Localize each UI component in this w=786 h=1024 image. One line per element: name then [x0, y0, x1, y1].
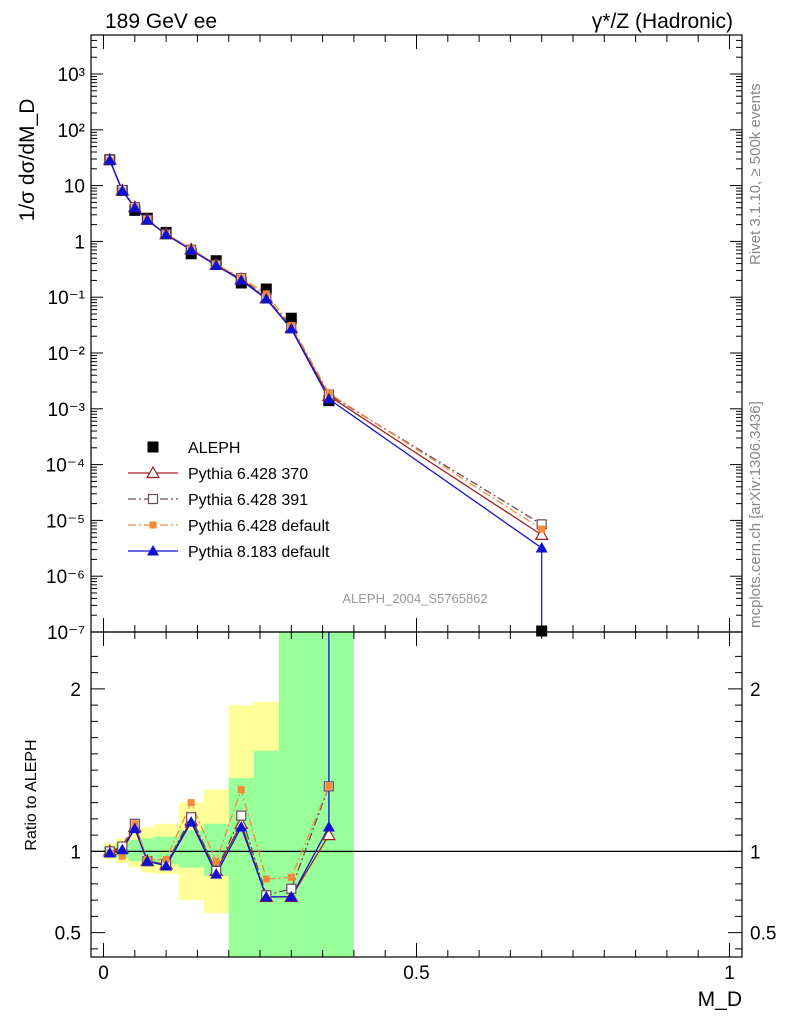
- point-data: [285, 312, 297, 324]
- ratio-frame: [90, 631, 743, 958]
- point-p8: [322, 392, 335, 404]
- ratio-point-p8: [103, 847, 116, 858]
- ratio-point-p8: [322, 821, 335, 832]
- main-frame: [90, 34, 743, 633]
- axes: 10⁻⁷10⁻⁶10⁻⁵10⁻⁴10⁻³10⁻²10⁻¹11010²10³1/σ…: [16, 34, 776, 1011]
- point-pdef: [538, 525, 546, 533]
- series-line-p391: [109, 159, 543, 525]
- ratio-plot-marks: [91, 632, 742, 902]
- header-right-label: γ*/Z (Hadronic): [592, 10, 733, 33]
- legend-label-data: ALEPH: [188, 440, 240, 457]
- point-data: [260, 283, 272, 295]
- point-p8: [535, 542, 548, 553]
- y-tick-label: 10⁻⁵: [46, 511, 85, 532]
- x-tick-label: 0: [98, 963, 109, 984]
- ratio-y-axis-label: Ratio to ALEPH: [23, 739, 40, 850]
- analysis-watermark: ALEPH_2004_S5765862: [342, 591, 487, 606]
- ratio-point-p391: [236, 810, 247, 821]
- y-tick-label: 10⁻³: [48, 400, 86, 421]
- y-tick-label: 10⁻⁷: [47, 623, 85, 644]
- x-tick-label: 1: [724, 963, 735, 984]
- ratio-point-p8: [235, 821, 248, 832]
- ratio-y-tick-label: 2: [70, 680, 81, 701]
- ratio-point-pdef: [237, 786, 245, 794]
- ratio-band-inner: [278, 632, 304, 957]
- ratio-band-inner: [228, 778, 254, 957]
- point-p8: [128, 201, 141, 213]
- ratio-point-pdef: [325, 782, 333, 790]
- point-p8: [210, 259, 223, 270]
- ratio-point-pdef: [118, 852, 126, 860]
- y-tick-label: 10²: [58, 121, 85, 142]
- ratio-uncertainty-bands: [103, 632, 354, 957]
- legend-marker-p8: [147, 545, 159, 556]
- y-tick-label: 10³: [58, 65, 85, 86]
- y-tick-label: 10⁻⁴: [46, 456, 85, 477]
- legend-label-p370: Pythia 6.428 370: [188, 466, 308, 483]
- main-y-axis-label: 1/σ dσ/dM_D: [16, 99, 39, 222]
- ratio-point-pdef: [262, 875, 270, 883]
- x-axis-label: M_D: [698, 988, 742, 1011]
- legend-marker-p370: [145, 465, 161, 479]
- series-line-p8: [109, 159, 543, 549]
- y-tick-label: 10⁻¹: [48, 288, 86, 309]
- ratio-point-p8: [128, 822, 141, 834]
- main-plot-marks: [102, 152, 549, 637]
- y-tick-label: 1: [74, 232, 85, 253]
- legend-marker-pdef: [149, 521, 157, 529]
- point-p8: [141, 214, 154, 225]
- ratio-point-pdef: [162, 856, 170, 863]
- point-p8: [185, 244, 198, 255]
- ratio-y-tick-label: 1: [70, 842, 81, 863]
- mcplots-label: mcplots.cern.ch [arXiv:1306.3436]: [747, 401, 764, 628]
- ratio-band-inner: [253, 750, 279, 957]
- point-p8: [116, 184, 129, 196]
- legend-marker-data: [147, 441, 159, 453]
- point-p370: [534, 527, 549, 540]
- ratio-y-tick-label-right: 1: [750, 842, 761, 863]
- series-line-pdef: [109, 160, 543, 530]
- ratio-point-p8: [141, 855, 154, 866]
- series-line-p370: [109, 159, 543, 536]
- ratio-point-pdef: [187, 799, 195, 807]
- rivet-version-label: Rivet 3.1.10, ≥ 500k events: [747, 83, 764, 265]
- point-p8: [103, 154, 116, 165]
- point-p8: [160, 228, 173, 240]
- y-tick-label: 10: [64, 177, 85, 198]
- legend: ALEPH Pythia 6.428 370 Pythia 6.428 391 Pyt…: [128, 440, 330, 561]
- ratio-point-pdef: [212, 857, 220, 865]
- ratio-point-p8: [160, 860, 173, 871]
- ratio-point-p8: [260, 890, 273, 902]
- point-p8: [285, 322, 298, 334]
- ratio-y-tick-label: 0.5: [55, 924, 81, 945]
- legend-label-p391: Pythia 6.428 391: [188, 492, 308, 509]
- ratio-point-p8: [185, 816, 198, 827]
- ratio-point-p8: [285, 890, 298, 902]
- legend-marker-p391: [147, 493, 159, 505]
- y-tick-label: 10⁻²: [48, 344, 86, 365]
- ratio-band-inner: [128, 840, 142, 862]
- header-left-label: 189 GeV ee: [105, 10, 217, 33]
- ratio-y-tick-label-right: 0.5: [750, 924, 776, 945]
- ratio-point-p8: [210, 868, 223, 879]
- point-p8: [260, 292, 273, 304]
- point-p8: [235, 274, 248, 285]
- ratio-point-p8: [116, 843, 129, 855]
- y-tick-label: 10⁻⁶: [46, 567, 85, 588]
- ratio-point-pdef: [287, 873, 295, 881]
- ratio-point-p370: [321, 827, 336, 841]
- legend-label-p8: Pythia 8.183 default: [188, 544, 330, 561]
- legend-label-pdef: Pythia 6.428 default: [188, 518, 330, 535]
- x-tick-label: 0.5: [403, 963, 429, 984]
- ratio-y-tick-label-right: 2: [750, 680, 761, 701]
